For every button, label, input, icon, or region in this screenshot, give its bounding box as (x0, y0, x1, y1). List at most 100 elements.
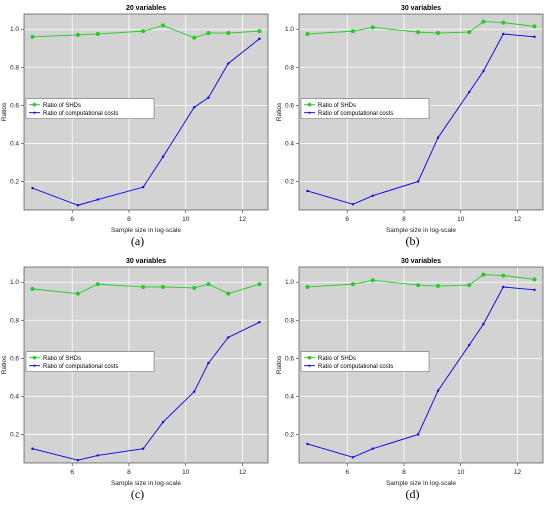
x-tick-label: 6 (345, 216, 349, 223)
series-point-1 (468, 343, 471, 347)
y-axis-label: Ratios (276, 102, 283, 121)
y-tick-label: 0.2 (10, 178, 19, 185)
series-point-1 (416, 433, 420, 436)
x-tick-label: 10 (457, 216, 465, 223)
y-tick-label: 1.0 (10, 279, 19, 286)
series-point-0 (141, 284, 146, 289)
series-point-0 (161, 23, 166, 28)
x-tick-label: 12 (514, 216, 522, 223)
series-point-0 (95, 282, 100, 287)
legend-swatch-marker (32, 355, 37, 360)
series-point-0 (532, 277, 537, 282)
series-point-1 (141, 185, 145, 189)
y-tick-label: 0.2 (285, 178, 294, 185)
x-tick-label: 10 (457, 469, 465, 476)
series-point-1 (482, 322, 485, 326)
series-point-0 (467, 30, 472, 35)
series-point-0 (416, 30, 421, 35)
series-point-0 (350, 282, 355, 287)
series-point-0 (257, 282, 262, 287)
y-axis-label: Ratios (1, 102, 8, 121)
series-point-1 (468, 90, 471, 94)
y-tick-label: 0.4 (10, 393, 19, 400)
legend-entry: Ratio of SHDs (318, 103, 356, 109)
x-tick-label: 10 (182, 216, 190, 223)
legend-swatch-marker (308, 364, 311, 367)
legend-entry: Ratio of SHDs (43, 356, 81, 362)
y-tick-label: 0.6 (285, 355, 294, 362)
legend-box (25, 98, 155, 119)
series-point-1 (306, 442, 309, 446)
plot-frame (298, 13, 544, 211)
series-point-0 (206, 282, 211, 287)
legend-entry: Ratio of SHDs (43, 103, 81, 109)
x-axis-label: Sample size in log-scale (386, 227, 456, 234)
series-point-1 (416, 180, 420, 183)
chart-panel-a: 6 8 10 12 0.2 0.4 0.6 0.8 1.0 20 variables Sample … (0, 0, 275, 253)
x-tick-label: 6 (70, 216, 74, 223)
series-point-0 (305, 31, 310, 36)
series-point-1 (371, 194, 374, 197)
chart-title: 30 variables (401, 5, 441, 12)
series-point-1 (533, 288, 536, 292)
legend-swatch-marker (308, 111, 311, 114)
series-point-1 (207, 361, 210, 365)
series-point-1 (76, 204, 80, 207)
chart-caption-c: (c) (130, 487, 145, 501)
legend-swatch-marker (307, 102, 312, 107)
series-point-0 (192, 35, 197, 40)
legend-box (300, 98, 430, 119)
chart-panel-d: 6 8 10 12 0.2 0.4 0.6 0.8 1.0 30 variables Sample … (275, 253, 550, 506)
x-tick-label: 12 (514, 469, 522, 476)
chart-svg-c: 6 8 10 12 0.2 0.4 0.6 0.8 1.0 30 variables Sample … (1, 258, 269, 487)
legend-entry: Ratio of computational costs (43, 364, 118, 370)
series-point-0 (416, 283, 421, 288)
x-tick-label: 10 (182, 469, 190, 476)
series-point-1 (193, 106, 196, 109)
series-point-0 (226, 31, 231, 36)
series-point-0 (141, 29, 146, 34)
y-tick-label: 0.4 (285, 140, 294, 147)
series-point-1 (533, 35, 536, 39)
chart-panel-b: 6 8 10 12 0.2 0.4 0.6 0.8 1.0 30 variables Sample … (275, 0, 550, 253)
series-point-0 (192, 285, 197, 290)
series-point-1 (76, 458, 80, 462)
legend-swatch-marker (32, 102, 37, 107)
chart-title: 30 variables (401, 258, 441, 265)
y-tick-label: 1.0 (10, 26, 19, 33)
y-axis-label: Ratios (276, 355, 283, 374)
series-point-0 (257, 29, 262, 34)
legend-entry: Ratio of SHDs (318, 356, 356, 362)
series-point-0 (467, 283, 472, 288)
series-point-0 (436, 31, 441, 36)
y-tick-label: 1.0 (285, 279, 294, 286)
x-tick-label: 12 (239, 469, 247, 476)
x-axis-label: Sample size in log-scale (111, 227, 181, 234)
chart-svg-d: 6 8 10 12 0.2 0.4 0.6 0.8 1.0 30 variables Sample … (276, 258, 544, 487)
y-tick-label: 0.8 (10, 64, 19, 71)
series-point-1 (96, 198, 99, 201)
x-tick-label: 8 (127, 216, 131, 223)
series-point-1 (306, 189, 309, 193)
series-point-0 (30, 34, 35, 39)
series-point-0 (95, 31, 100, 36)
chart-svg-a: 6 8 10 12 0.2 0.4 0.6 0.8 1.0 20 variables Sample … (1, 5, 269, 234)
y-tick-label: 0.2 (285, 431, 294, 438)
series-point-0 (436, 284, 441, 289)
legend-box (300, 351, 430, 372)
y-tick-label: 0.4 (285, 393, 294, 400)
series-point-0 (481, 272, 486, 277)
series-point-1 (258, 37, 261, 40)
x-tick-label: 8 (127, 469, 131, 476)
x-tick-label: 6 (70, 469, 74, 476)
series-point-0 (532, 24, 537, 29)
x-tick-label: 12 (239, 216, 247, 223)
x-tick-label: 6 (345, 469, 349, 476)
series-point-0 (481, 19, 486, 24)
series-point-0 (305, 284, 310, 289)
series-point-1 (351, 203, 355, 206)
series-point-1 (193, 390, 196, 393)
series-point-1 (227, 336, 230, 339)
series-point-1 (161, 155, 165, 158)
x-tick-label: 8 (402, 469, 406, 476)
